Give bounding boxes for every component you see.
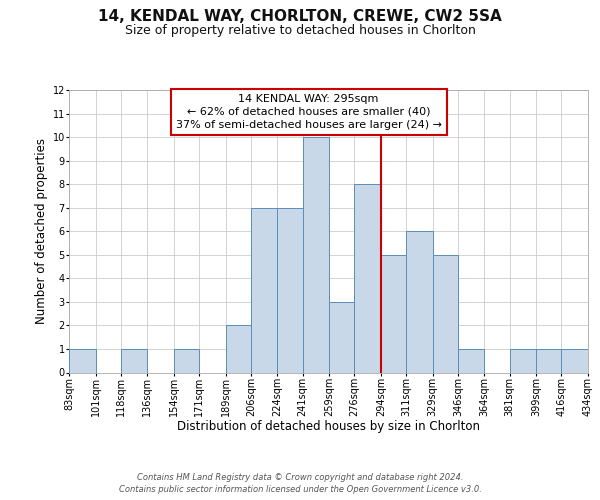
Bar: [329, 302, 355, 372]
Bar: [302, 137, 329, 372]
Bar: [406, 231, 433, 372]
Bar: [433, 255, 458, 372]
Bar: [69, 349, 95, 372]
Bar: [536, 349, 562, 372]
Bar: [458, 349, 484, 372]
Y-axis label: Number of detached properties: Number of detached properties: [35, 138, 48, 324]
Bar: [562, 349, 588, 372]
Bar: [121, 349, 148, 372]
Bar: [509, 349, 536, 372]
Bar: [381, 255, 406, 372]
Text: Contains HM Land Registry data © Crown copyright and database right 2024.
Contai: Contains HM Land Registry data © Crown c…: [119, 473, 481, 494]
Bar: [277, 208, 302, 372]
X-axis label: Distribution of detached houses by size in Chorlton: Distribution of detached houses by size …: [177, 420, 480, 433]
Text: 14 KENDAL WAY: 295sqm
← 62% of detached houses are smaller (40)
37% of semi-deta: 14 KENDAL WAY: 295sqm ← 62% of detached …: [176, 94, 442, 130]
Text: Size of property relative to detached houses in Chorlton: Size of property relative to detached ho…: [125, 24, 475, 37]
Bar: [174, 349, 199, 372]
Bar: [251, 208, 277, 372]
Text: 14, KENDAL WAY, CHORLTON, CREWE, CW2 5SA: 14, KENDAL WAY, CHORLTON, CREWE, CW2 5SA: [98, 9, 502, 24]
Bar: [355, 184, 381, 372]
Bar: [226, 326, 251, 372]
